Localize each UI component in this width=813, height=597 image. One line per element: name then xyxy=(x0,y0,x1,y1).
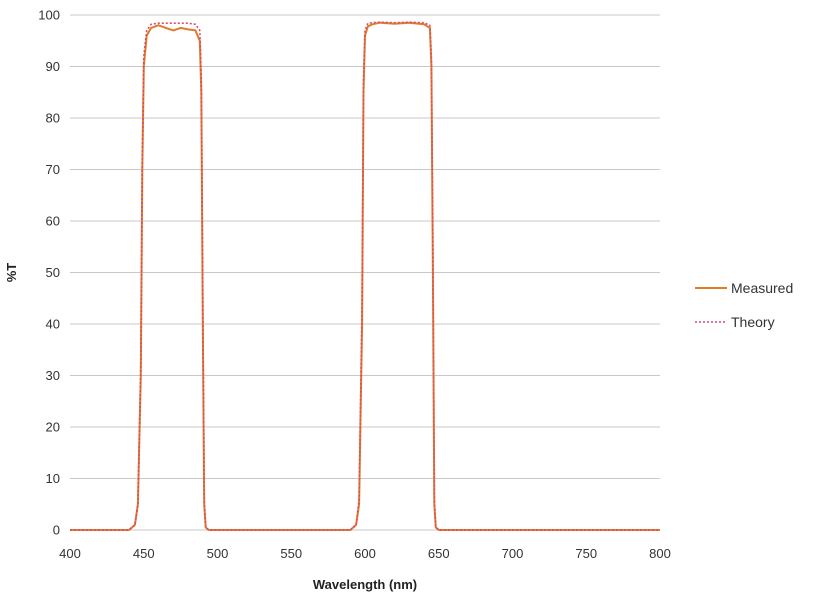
x-axis-title: Wavelength (nm) xyxy=(313,577,417,592)
x-tick-label-600: 600 xyxy=(354,546,376,561)
y-tick-label-60: 60 xyxy=(46,214,60,229)
series-line-measured xyxy=(70,21,660,531)
y-tick-label-80: 80 xyxy=(46,111,60,126)
y-tick-label-50: 50 xyxy=(46,265,60,280)
y-tick-label-0: 0 xyxy=(53,523,60,538)
y-axis-title: %T xyxy=(4,263,19,283)
x-axis-tick-labels: 400 450 500 550 600 650 700 750 800 xyxy=(59,546,671,561)
legend: Measured Theory xyxy=(695,280,793,330)
y-tick-label-20: 20 xyxy=(46,420,60,435)
series-lines xyxy=(70,21,660,531)
x-tick-label-550: 550 xyxy=(280,546,302,561)
y-tick-label-90: 90 xyxy=(46,59,60,74)
y-tick-label-100: 100 xyxy=(38,8,60,23)
y-axis-tick-labels: 0 10 20 30 40 50 60 70 80 90 100 xyxy=(38,8,60,538)
series-line-theory xyxy=(70,21,660,531)
y-tick-label-40: 40 xyxy=(46,317,60,332)
y-tick-label-30: 30 xyxy=(46,368,60,383)
y-tick-label-70: 70 xyxy=(46,162,60,177)
x-tick-label-400: 400 xyxy=(59,546,81,561)
legend-label-measured: Measured xyxy=(731,280,793,296)
y-tick-label-10: 10 xyxy=(46,471,60,486)
x-tick-label-650: 650 xyxy=(428,546,450,561)
legend-label-theory: Theory xyxy=(731,314,775,330)
x-tick-label-700: 700 xyxy=(502,546,524,561)
gridlines xyxy=(70,14,660,531)
x-tick-label-500: 500 xyxy=(207,546,229,561)
x-tick-label-750: 750 xyxy=(575,546,597,561)
x-tick-label-800: 800 xyxy=(649,546,671,561)
x-tick-label-450: 450 xyxy=(133,546,155,561)
